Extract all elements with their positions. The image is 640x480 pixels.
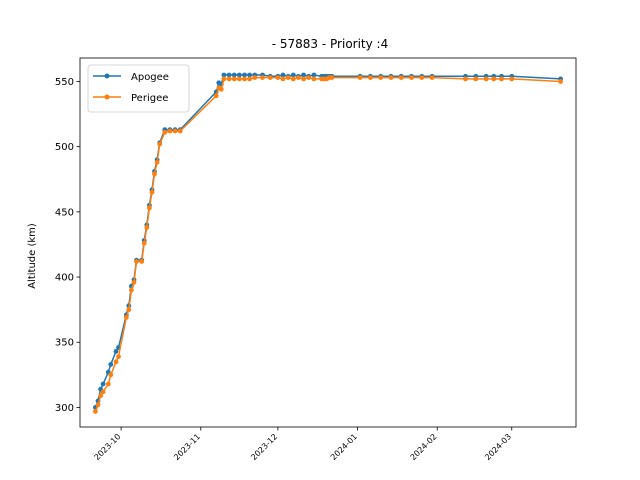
series-apogee-point [113, 349, 119, 354]
series-perigee-point [473, 76, 479, 82]
series-perigee-point [409, 75, 414, 80]
series-perigee-point [260, 75, 265, 80]
series-perigee-point [231, 76, 237, 82]
legend-perigee-marker [104, 94, 110, 100]
y-tick-label: 450 [55, 207, 74, 218]
series-apogee-point [108, 362, 114, 367]
legend: Apogee Perigee [87, 64, 190, 113]
series-perigee-point [301, 76, 306, 82]
series-perigee-point [236, 76, 242, 82]
y-axis: 300 350 400 450 500 550 [55, 77, 80, 414]
plot-frame [79, 57, 577, 428]
y-tick-label: 300 [55, 403, 74, 414]
series-perigee-point [134, 259, 139, 264]
series-apogee-point [226, 72, 232, 78]
series-perigee-point [509, 76, 515, 82]
series-perigee-point [139, 259, 145, 264]
y-tick-label: 500 [55, 142, 74, 153]
series-perigee-point [141, 240, 147, 246]
series-apogee-point [221, 72, 227, 78]
series-apogee-point [290, 72, 296, 78]
legend-apogee-label: Apogee [131, 72, 169, 83]
series-perigee-point [131, 279, 137, 285]
series-perigee-point [368, 75, 373, 80]
series-perigee-point [157, 141, 163, 147]
series-perigee-point [419, 75, 425, 80]
series-perigee-point [296, 75, 301, 80]
series-perigee-point [247, 76, 253, 82]
series-perigee-point [226, 76, 232, 82]
series-perigee-point [306, 75, 312, 80]
series-perigee-point [275, 75, 281, 80]
series-perigee-point [252, 75, 258, 80]
series-apogee-point [242, 72, 247, 78]
series-perigee-point [267, 75, 273, 80]
series-perigee-point [126, 307, 132, 313]
series-perigee-point [105, 381, 111, 387]
series-apogee-point [100, 381, 106, 387]
legend-perigee-label: Perigee [131, 93, 168, 104]
series-perigee-point [172, 128, 178, 134]
series-apogee-point [247, 72, 253, 78]
series-apogee-point [311, 72, 317, 78]
series-perigee-point [311, 76, 317, 82]
y-tick-label: 550 [55, 77, 74, 88]
series-perigee-point [463, 76, 468, 82]
series-perigee-point [357, 75, 363, 80]
series-perigee-point [144, 225, 150, 230]
series-perigee-point [218, 86, 224, 92]
series-apogee-point [231, 72, 237, 78]
series-perigee-point [213, 93, 219, 99]
plot-series [93, 72, 563, 414]
series-perigee-point [499, 76, 504, 82]
series-perigee-point [491, 76, 497, 82]
y-axis-label: Altitude (km) [27, 223, 38, 289]
chart-title: - 57883 - Priority :4 [272, 37, 388, 51]
series-perigee-point [221, 76, 227, 82]
series-apogee-point [280, 72, 286, 78]
series-perigee-point [378, 75, 384, 80]
series-perigee-point [93, 409, 98, 414]
series-perigee-point [429, 75, 435, 80]
series-perigee-point [398, 75, 404, 80]
y-tick-label: 400 [55, 273, 74, 284]
series-apogee-point [236, 72, 242, 78]
series-perigee-point [129, 287, 134, 293]
series-perigee-point [388, 75, 394, 80]
series-perigee-point [242, 76, 247, 82]
series-perigee-point [100, 389, 106, 395]
series-perigee-point [483, 76, 489, 82]
series-perigee-point [98, 393, 103, 399]
series-perigee-point [285, 75, 291, 80]
series-perigee-point [177, 128, 183, 134]
series-perigee-point [280, 76, 286, 82]
series-perigee-point [108, 372, 114, 378]
series-perigee-point [558, 79, 563, 84]
series-perigee-point [123, 315, 129, 320]
series-perigee-point [147, 205, 152, 211]
series-apogee-point [301, 72, 306, 78]
series-perigee-point [329, 75, 335, 80]
series-perigee-point [95, 402, 101, 408]
series-perigee-point [149, 189, 155, 195]
series-perigee-point [113, 359, 119, 365]
series-perigee-point [154, 159, 160, 165]
series-perigee-point [152, 171, 157, 177]
series-perigee-point [116, 354, 121, 359]
legend-apogee-marker [104, 73, 110, 79]
series-perigee-point [162, 129, 168, 135]
series-perigee-point [167, 128, 173, 134]
series-perigee-point [290, 76, 296, 82]
y-tick-label: 350 [55, 338, 74, 349]
